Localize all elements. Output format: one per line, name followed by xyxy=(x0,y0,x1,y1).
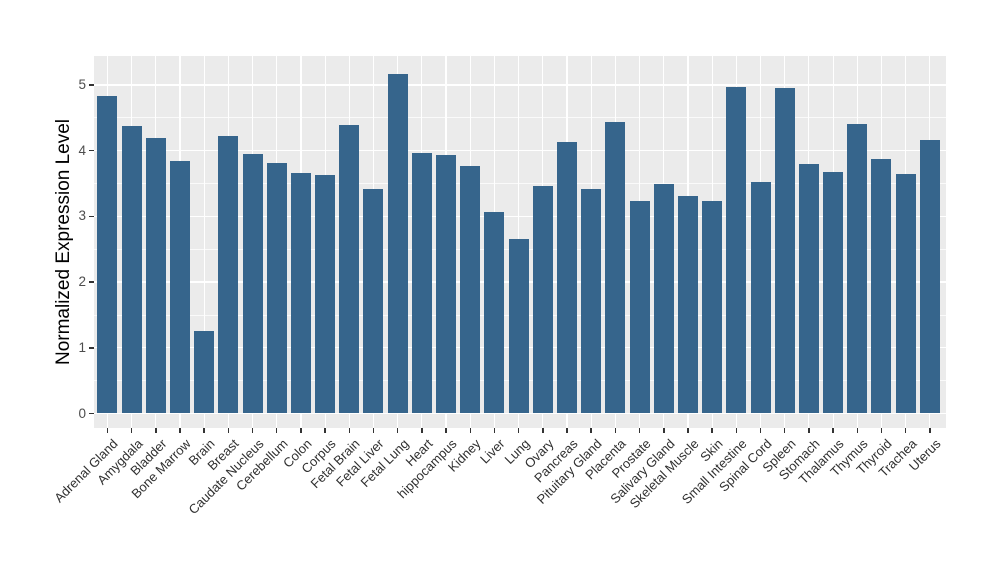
plot-panel xyxy=(94,56,946,428)
bar-uterus xyxy=(919,140,940,414)
y-tick-label: 4 xyxy=(78,142,86,158)
bar-stomach xyxy=(798,163,819,414)
x-axis-tick xyxy=(904,428,907,433)
x-axis-tick xyxy=(759,428,762,433)
bar-thymus xyxy=(847,123,868,414)
bar-thalamus xyxy=(823,171,844,414)
x-axis-tick xyxy=(808,428,810,433)
bar-ovary xyxy=(532,185,553,414)
bar-adrenal-gland xyxy=(97,96,118,414)
x-axis-tick xyxy=(155,428,157,433)
x-axis-tick xyxy=(590,428,592,433)
x-axis-tick xyxy=(493,428,496,433)
x-axis-tick xyxy=(300,428,302,433)
bar-caudate-nucleus xyxy=(242,153,263,414)
x-axis-tick xyxy=(614,428,617,433)
h-gridline-minor xyxy=(94,117,946,119)
y-tick-label: 3 xyxy=(78,208,86,224)
h-gridline-major xyxy=(94,84,946,86)
x-axis-tick xyxy=(880,428,883,433)
h-gridline-major xyxy=(94,150,946,152)
bar-pancreas xyxy=(557,142,577,414)
x-axis-tick xyxy=(517,428,520,433)
x-axis-tick xyxy=(106,428,109,433)
bar-liver xyxy=(484,212,505,414)
x-axis-tick xyxy=(663,428,665,433)
bar-skeletal-muscle xyxy=(677,196,698,414)
x-axis-tick xyxy=(469,428,471,433)
x-axis-tick xyxy=(566,428,568,433)
bar-prostate xyxy=(629,201,650,414)
x-axis-tick xyxy=(348,428,351,433)
bar-spleen xyxy=(774,88,795,414)
x-axis-tick xyxy=(324,428,326,433)
y-tick-label: 2 xyxy=(78,274,86,290)
bar-brain xyxy=(194,330,215,414)
y-axis-tick xyxy=(89,412,94,415)
y-tick-label: 5 xyxy=(78,77,86,92)
y-axis-title: Normalized Expression Level xyxy=(53,118,74,366)
bar-bladder xyxy=(145,137,166,414)
x-axis-tick xyxy=(832,428,834,433)
y-axis-tick xyxy=(89,215,94,218)
bar-salivary-gland xyxy=(653,184,674,414)
bar-trachea xyxy=(895,173,916,414)
bar-kidney xyxy=(460,165,481,414)
bar-corpus xyxy=(315,175,336,414)
y-axis-tick xyxy=(89,149,94,152)
bar-cerebellum xyxy=(266,162,287,414)
x-axis-tick xyxy=(130,428,133,433)
bar-pituitary-gland xyxy=(581,188,602,414)
bar-fetal-lung xyxy=(387,74,408,414)
bar-fetal-brain xyxy=(339,125,360,414)
bar-placenta xyxy=(605,122,626,414)
bar-thyroid xyxy=(871,158,892,414)
x-axis-tick xyxy=(687,428,689,433)
x-axis-tick xyxy=(783,428,786,433)
bar-heart xyxy=(411,153,432,414)
x-axis-tick xyxy=(396,428,399,433)
bar-fetal-liver xyxy=(363,188,384,414)
y-axis-tick xyxy=(89,281,94,283)
x-axis-tick xyxy=(421,428,423,433)
x-axis-tick xyxy=(227,428,230,433)
x-axis-tick xyxy=(856,428,859,433)
x-axis-tick xyxy=(638,428,641,433)
x-axis-tick xyxy=(179,428,181,433)
v-gridline xyxy=(203,56,205,428)
bar-bone-marrow xyxy=(169,160,190,414)
bar-hippocampus xyxy=(436,154,457,414)
y-tick-label: 1 xyxy=(78,339,86,355)
y-axis-tick xyxy=(89,84,94,86)
bar-small-intestine xyxy=(726,86,747,414)
bar-skin xyxy=(702,201,723,414)
x-axis-tick xyxy=(735,428,738,433)
x-axis-tick xyxy=(251,428,254,433)
x-axis-tick xyxy=(445,428,447,433)
x-axis-tick xyxy=(542,428,544,433)
x-axis-tick xyxy=(203,428,205,433)
bar-lung xyxy=(508,238,529,414)
bar-breast xyxy=(218,135,239,414)
bar-amygdala xyxy=(121,126,142,414)
h-gridline-minor xyxy=(94,183,946,184)
bar-colon xyxy=(290,173,311,414)
x-axis-tick xyxy=(711,428,713,433)
h-gridline-major xyxy=(94,215,946,218)
y-axis-tick xyxy=(89,347,94,349)
h-gridline-major xyxy=(94,412,946,415)
x-axis-tick xyxy=(929,428,931,433)
x-axis-tick xyxy=(275,428,278,433)
y-tick-label: 0 xyxy=(78,405,86,421)
x-axis-tick xyxy=(372,428,375,433)
bar-spinal-cord xyxy=(750,182,771,414)
